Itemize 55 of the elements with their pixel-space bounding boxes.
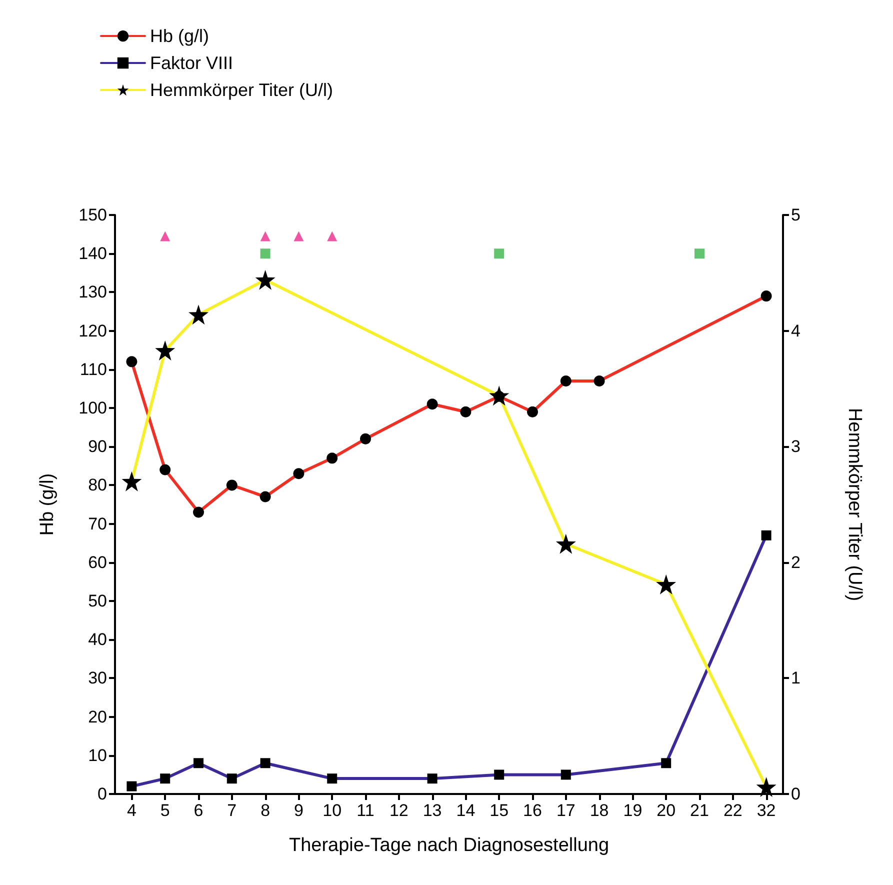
x-tick-label: 8 bbox=[260, 801, 270, 820]
x-tick-label: 19 bbox=[623, 801, 642, 820]
point bbox=[694, 248, 704, 259]
y-tick-label: 110 bbox=[80, 360, 107, 379]
x-tick-label: 20 bbox=[656, 801, 676, 820]
x-tick-label: 32 bbox=[756, 801, 776, 820]
legend-label: Hemmkörper Titer (U/l) bbox=[150, 80, 334, 100]
x-tick-label: 16 bbox=[523, 801, 542, 820]
x-axis-title: Therapie-Tage nach Diagnosestellung bbox=[288, 835, 610, 856]
x-tick-label: 5 bbox=[160, 801, 170, 820]
x-tick-label: 18 bbox=[590, 801, 609, 820]
x-tick-label: 6 bbox=[194, 801, 204, 820]
legend-label: Faktor VIII bbox=[150, 53, 234, 73]
point bbox=[327, 231, 338, 242]
x-tick-label: 12 bbox=[389, 801, 408, 820]
y-tick-label: 40 bbox=[88, 630, 107, 650]
x-tick-label: 15 bbox=[490, 801, 509, 820]
x-tick-label: 7 bbox=[227, 801, 237, 820]
y2-axis-title: Hemmkörper Titer (U/l) bbox=[844, 408, 865, 602]
y-tick-label: 100 bbox=[78, 398, 107, 418]
point bbox=[494, 248, 504, 259]
y-tick-label: 90 bbox=[88, 437, 107, 456]
x-tick-label: 14 bbox=[456, 801, 476, 820]
x-tick-label: 13 bbox=[422, 801, 442, 820]
y-tick-label: 70 bbox=[88, 514, 107, 534]
y-tick-label: 10 bbox=[88, 746, 107, 765]
y2-tick-label: 4 bbox=[791, 321, 800, 340]
x-tick-label: 4 bbox=[126, 801, 136, 820]
y-tick-label: 80 bbox=[88, 476, 107, 495]
y-tick-label: 130 bbox=[78, 282, 107, 302]
point bbox=[260, 248, 270, 259]
point bbox=[294, 231, 304, 242]
y2-tick-label: 3 bbox=[791, 437, 800, 456]
y2-tick-label: 5 bbox=[791, 206, 800, 224]
y-tick-label: 60 bbox=[88, 552, 107, 572]
y2-tick-label: 1 bbox=[791, 668, 800, 688]
y-axis-title: Hb (g/l) bbox=[37, 473, 58, 536]
x-tick-label: 9 bbox=[294, 801, 304, 820]
y-tick-label: 20 bbox=[88, 707, 107, 726]
x-tick-label: 17 bbox=[556, 801, 576, 820]
y-tick-label: 120 bbox=[78, 321, 107, 340]
y2-tick-label: 2 bbox=[791, 552, 800, 572]
point bbox=[160, 231, 170, 242]
y-tick-label: 0 bbox=[98, 784, 107, 804]
y2-tick-label: 0 bbox=[791, 784, 800, 804]
point bbox=[260, 231, 270, 242]
x-tick-label: 22 bbox=[723, 801, 742, 820]
y-tick-label: 30 bbox=[88, 668, 107, 688]
x-tick-label: 10 bbox=[322, 801, 342, 820]
y-tick-label: 140 bbox=[78, 244, 107, 264]
y-tick-label: 50 bbox=[88, 592, 107, 610]
legend-label: Hb (g/l) bbox=[150, 26, 210, 46]
y-tick-label: 150 bbox=[78, 206, 107, 224]
x-tick-label: 21 bbox=[690, 801, 709, 820]
x-tick-label: 11 bbox=[356, 801, 374, 820]
